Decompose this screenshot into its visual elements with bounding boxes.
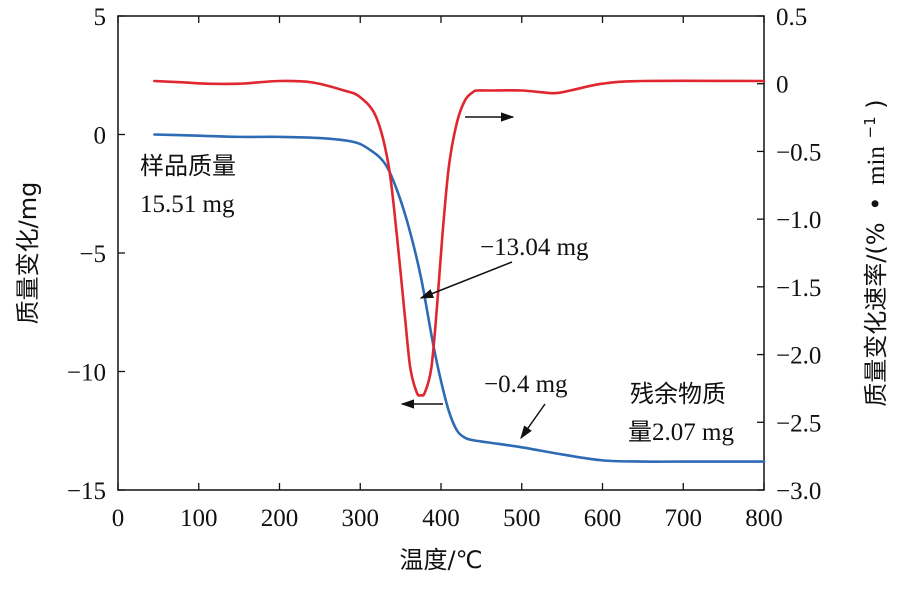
x-tick-label: 200 — [261, 505, 299, 532]
y-right-axis-title-main: 质量变化速率/(% — [862, 222, 890, 406]
y-right-axis-title-unit: min — [863, 146, 890, 185]
y-left-tick-label: −15 — [67, 478, 106, 505]
y-right-tick-label: −1.0 — [776, 207, 821, 234]
arrow-main-loss — [419, 261, 513, 299]
tick-marks — [117, 15, 765, 491]
x-tick-label: 800 — [745, 505, 783, 532]
y-right-axis-title-close: ) — [862, 99, 890, 108]
y-left-tick-label: −5 — [79, 241, 106, 268]
x-tick-label: 0 — [112, 505, 125, 532]
y-right-tick-label: −2.5 — [776, 410, 821, 437]
y-right-axis-title-sup: −1 — [861, 116, 879, 138]
y-right-tick-label: −2.0 — [776, 343, 821, 370]
series-line-mass-change — [153, 133, 766, 463]
y-right-axis-title: 质量变化速率/(% • min −1 ) — [853, 99, 890, 406]
arrow-minor-loss — [520, 403, 546, 440]
x-tick-label: 500 — [503, 505, 541, 532]
x-tick-label: 300 — [342, 505, 380, 532]
y-right-tick-label: −1.5 — [776, 275, 821, 302]
y-left-tick-label: 5 — [94, 4, 107, 31]
series-layer — [153, 79, 766, 463]
y-right-axis-title-dot: • — [862, 197, 890, 211]
y-right-tick-label: −0.5 — [776, 139, 821, 166]
y-right-tick-label: 0 — [776, 72, 789, 99]
x-tick-label: 700 — [665, 505, 703, 532]
annotation-residue-value: 量2.07 mg — [628, 418, 734, 446]
annotation-residue-label: 残余物质 — [630, 380, 726, 408]
x-tick-label: 100 — [180, 505, 218, 532]
annotation-sample-label: 样品质量 — [140, 152, 236, 180]
annotation-loss-minor: −0.4 mg — [484, 371, 568, 398]
y-left-tick-label: −10 — [67, 360, 106, 387]
series-line-mass-rate — [153, 79, 766, 397]
y-right-tick-label: 0.5 — [776, 4, 807, 31]
annotation-residue-value-prefix: 量 — [628, 418, 652, 446]
annotation-residue-value-number: 2.07 mg — [652, 419, 734, 446]
y-left-axis-title: 质量变化/mg — [14, 182, 42, 325]
x-tick-label: 400 — [422, 505, 460, 532]
x-tick-label: 600 — [584, 505, 622, 532]
y-right-tick-label: −3.0 — [776, 478, 821, 505]
tick-labels: 0 100 200 300 400 500 600 700 800 5 0 −5 −10 −15 0.5 0 −… — [67, 4, 821, 532]
x-axis-title: 温度/℃ — [399, 546, 482, 574]
annotation-loss-main: −13.04 mg — [480, 234, 589, 261]
y-left-tick-label: 0 — [94, 123, 107, 150]
annotation-sample-value: 15.51 mg — [140, 191, 235, 218]
